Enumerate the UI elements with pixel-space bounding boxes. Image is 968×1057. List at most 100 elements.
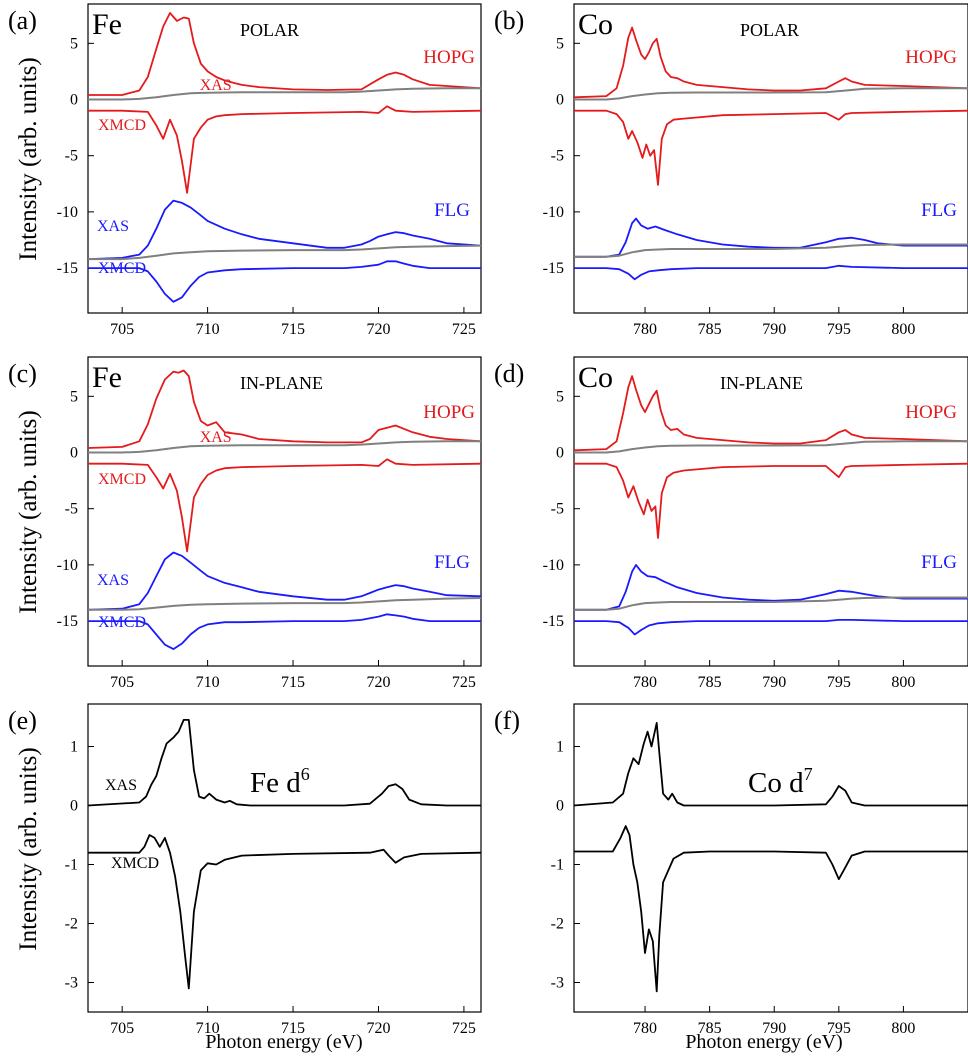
series-step-step-4: [574, 596, 968, 611]
series-flg-xmcd-5: [88, 260, 481, 303]
panel-d: 780 785 790 795 800 5 0 -5 -10 -15 (d) Co IN-PLANE HO…: [494, 356, 968, 691]
y-tick-label: -15: [57, 260, 78, 277]
panel-label: (f): [494, 706, 520, 735]
element-label: Fe: [92, 8, 122, 41]
x-tick-label: 715: [281, 321, 305, 338]
panel-f: 780 785 790 795 800 1 0 -1 -2 -3 (f) Co d7: [494, 703, 968, 1037]
y-tick-label: 5: [70, 35, 78, 52]
flg-label: FLG: [921, 552, 957, 573]
xmcd-label: XMCD: [111, 855, 159, 872]
x-tick-label: 715: [281, 1020, 305, 1037]
x-tick-label: 800: [891, 674, 915, 691]
x-tick-label: 710: [196, 674, 220, 691]
y-tick-label: 0: [70, 797, 78, 814]
series-hopg-xmcd-1: [574, 462, 968, 539]
y-tick-label: 0: [70, 92, 78, 109]
series-theory-xmcd-1: [574, 825, 968, 993]
x-tick-label: 790: [762, 321, 786, 338]
y-axis-label-top: Intensity (arb. units): [15, 57, 42, 260]
series-flg-xas-3: [574, 217, 968, 258]
axes-frame: [573, 703, 968, 1013]
xmcd-hopg-label: XMCD: [98, 471, 146, 488]
series-hopg-xas-0: [87, 369, 482, 449]
panel-label: (b): [494, 6, 524, 35]
panel-e: 705 710 715 720 725 1 0 -1 -2 -3 (e) Fe d6 XAS XMCD: [8, 703, 482, 1037]
xas-hopg-label: XAS: [200, 77, 232, 94]
y-tick-label: -3: [65, 974, 78, 991]
x-tick-label: 795: [827, 674, 851, 691]
series-flg-xmcd-5: [88, 613, 481, 650]
series-step-step-2: [88, 440, 481, 454]
x-tick-label: 720: [366, 321, 390, 338]
axes-frame: [87, 703, 482, 1013]
series-hopg-xmcd-1: [574, 109, 968, 186]
axes-frame: [87, 3, 482, 314]
xas-hopg-label: XAS: [200, 429, 232, 446]
y-tick-label: -2: [65, 915, 78, 932]
y-tick-label: -1: [65, 856, 78, 873]
hopg-label: HOPG: [423, 47, 475, 68]
x-tick-label: 785: [698, 321, 722, 338]
series-step-step-2: [574, 440, 968, 454]
y-tick-label: -10: [543, 557, 564, 574]
series-step-step-2: [574, 87, 968, 101]
series-step-step-4: [88, 244, 482, 261]
series-flg-xmcd-5: [574, 264, 968, 281]
configuration-label: Co d7: [748, 764, 813, 799]
series-step-step-4: [574, 243, 968, 258]
y-tick-label: -5: [551, 501, 564, 518]
y-tick-label: 0: [556, 797, 564, 814]
panel-label: (a): [8, 6, 37, 35]
x-tick-label: 705: [110, 321, 134, 338]
flg-label: FLG: [921, 200, 957, 221]
y-tick-label: -5: [65, 148, 78, 165]
panel-label: (c): [8, 359, 37, 388]
x-tick-label: 710: [196, 321, 220, 338]
x-tick-label: 790: [762, 1020, 786, 1037]
y-tick-label: -5: [551, 148, 564, 165]
series-hopg-xas-0: [573, 26, 968, 99]
y-tick-label: 0: [556, 445, 564, 462]
x-tick-label: 725: [452, 321, 476, 338]
x-tick-label: 725: [452, 1020, 476, 1037]
x-tick-label: 720: [366, 674, 390, 691]
xas-label: XAS: [105, 777, 137, 794]
x-tick-label: 800: [891, 1020, 915, 1037]
x-tick-label: 795: [827, 1020, 851, 1037]
axes-frame: [87, 356, 482, 667]
geometry-label: POLAR: [240, 20, 299, 40]
xmcd-hopg-label: XMCD: [98, 117, 146, 134]
x-tick-label: 790: [762, 674, 786, 691]
y-tick-label: -10: [543, 204, 564, 221]
x-tick-label: 785: [698, 674, 722, 691]
x-tick-label: 785: [698, 1020, 722, 1037]
y-axis-label-middle: Intensity (arb. units): [15, 410, 42, 613]
element-label: Fe: [92, 361, 122, 394]
x-tick-label: 705: [110, 1020, 134, 1037]
xas-flg-label: XAS: [97, 218, 129, 235]
series-hopg-xas-0: [88, 12, 482, 96]
configuration-label: Fe d6: [250, 764, 310, 799]
panel-label: (e): [8, 706, 37, 735]
y-tick-label: 5: [70, 388, 78, 405]
panel-c: 705 710 715 720 725 5 0 -5 -10 -15 (c) Fe IN-PLANE HO…: [8, 356, 482, 691]
x-tick-label: 710: [196, 1020, 220, 1037]
y-tick-label: -15: [57, 613, 78, 630]
element-label: Co: [578, 8, 613, 41]
series-theory-xmcd-1: [88, 834, 482, 990]
x-tick-label: 795: [827, 321, 851, 338]
y-tick-label: -10: [57, 204, 78, 221]
y-tick-label: -10: [57, 557, 78, 574]
x-tick-label: 705: [110, 674, 134, 691]
y-tick-label: 1: [70, 738, 78, 755]
y-tick-label: 0: [556, 92, 564, 109]
x-tick-label: 780: [633, 674, 657, 691]
y-axis-label-bottom: Intensity (arb. units): [15, 747, 42, 950]
series-flg-xas-3: [574, 564, 968, 611]
y-tick-label: -1: [551, 856, 564, 873]
x-axis-label-right: Photon energy (eV): [685, 1031, 842, 1053]
x-tick-label: 715: [281, 674, 305, 691]
geometry-label: POLAR: [740, 20, 799, 40]
series-hopg-xmcd-1: [88, 458, 482, 553]
